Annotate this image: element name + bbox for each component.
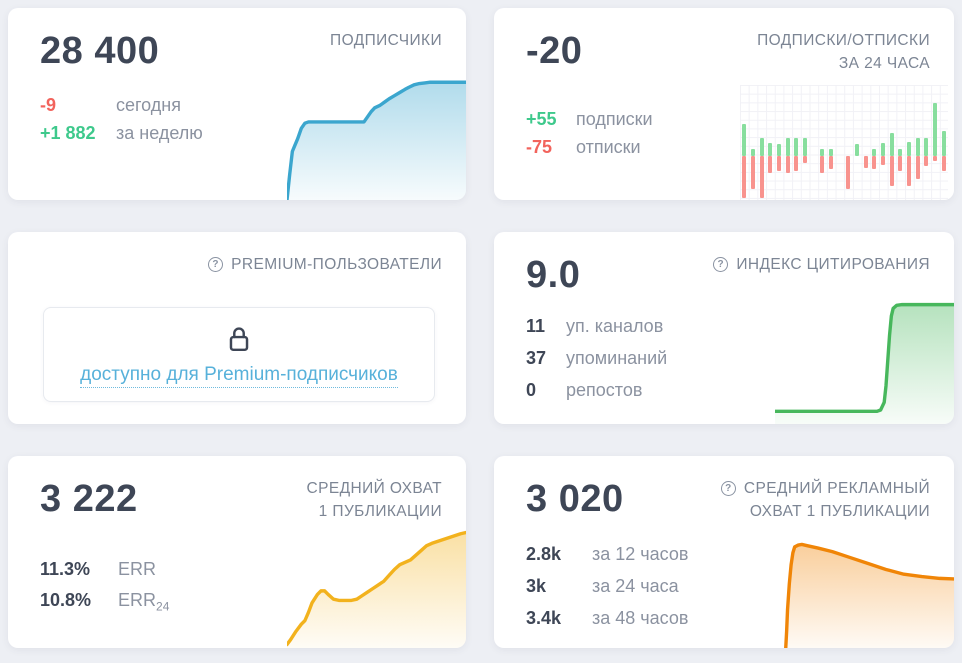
stat-row-err24: 10.8% ERR24	[40, 590, 169, 618]
citation-index-card: 9.0 ? ИНДЕКС ЦИТИРОВАНИЯ 11 уп. каналов …	[494, 232, 954, 424]
stat-label: за 12 часов	[592, 544, 689, 564]
title-line-2: 1 ПУБЛИКАЦИИ	[318, 503, 442, 520]
subs-unsubs-bar-chart	[740, 85, 948, 200]
stat-label: за 24 часа	[592, 576, 679, 596]
stat-label: упоминаний	[566, 348, 668, 368]
avg-ad-reach-sparkline-chart	[775, 529, 954, 648]
stat-value: 2.8k	[526, 544, 562, 564]
stat-value: +1 882	[40, 123, 96, 143]
stat-row-unsubs: -75 отписки	[526, 137, 653, 158]
stat-row-err: 11.3% ERR	[40, 559, 169, 580]
stat-label: за 48 часов	[592, 608, 689, 628]
citation-stats: 11 уп. каналов 37 упоминаний 0 репостов	[526, 316, 667, 401]
avg-reach-stats: 11.3% ERR 10.8% ERR24	[40, 559, 169, 618]
stat-value: 0	[526, 380, 537, 400]
avg-ad-reach-card: 3 020 ? СРЕДНИЙ РЕКЛАМНЫЙ ОХВАТ 1 ПУБЛИК…	[494, 456, 954, 648]
subs-unsubs-title: ПОДПИСКИ/ОТПИСКИ ЗА 24 ЧАСА	[757, 29, 930, 75]
stat-label-subscript: 24	[156, 599, 170, 614]
premium-subscription-link[interactable]: доступно для Premium-подписчиков	[80, 364, 398, 388]
stat-value: 11.3%	[40, 559, 91, 579]
premium-locked-box: доступно для Premium-подписчиков	[43, 307, 435, 402]
help-icon[interactable]: ?	[720, 481, 736, 496]
subscribers-sparkline-chart	[287, 72, 466, 200]
avg-ad-reach-stats: 2.8k за 12 часов 3k за 24 часа 3.4k за 4…	[526, 544, 688, 629]
premium-users-card: ? PREMIUM-ПОЛЬЗОВАТЕЛИ доступно для Prem…	[8, 232, 466, 424]
title-text: PREMIUM-ПОЛЬЗОВАТЕЛИ	[231, 256, 442, 273]
title-line-2: ОХВАТ 1 ПУБЛИКАЦИИ	[749, 503, 930, 520]
stat-value: 3k	[526, 576, 547, 596]
avg-ad-reach-value: 3 020	[526, 478, 624, 520]
premium-title: ? PREMIUM-ПОЛЬЗОВАТЕЛИ	[208, 253, 442, 276]
stat-row-12h: 2.8k за 12 часов	[526, 544, 688, 565]
lock-icon	[229, 327, 249, 352]
title-text: ИНДЕКС ЦИТИРОВАНИЯ	[736, 256, 930, 273]
subs-unsubs-stats: +55 подписки -75 отписки	[526, 109, 653, 158]
stat-value: +55	[526, 109, 557, 129]
stat-row-today: -9 сегодня	[40, 95, 203, 116]
citation-value: 9.0	[526, 254, 581, 296]
stat-row-mentions: 37 упоминаний	[526, 348, 667, 369]
avg-reach-title: СРЕДНИЙ ОХВАТ 1 ПУБЛИКАЦИИ	[307, 477, 442, 523]
stat-row-24h: 3k за 24 часа	[526, 576, 688, 597]
stat-label: репостов	[566, 380, 643, 400]
title-line-1: СРЕДНИЙ РЕКЛАМНЫЙ	[743, 480, 930, 497]
help-icon[interactable]: ?	[208, 257, 224, 272]
subscribers-stats: -9 сегодня +1 882 за неделю	[40, 95, 203, 144]
stat-row-48h: 3.4k за 48 часов	[526, 608, 688, 629]
avg-reach-value: 3 222	[40, 478, 138, 520]
citation-sparkline-chart	[775, 297, 954, 424]
avg-ad-reach-title: ? СРЕДНИЙ РЕКЛАМНЫЙ ОХВАТ 1 ПУБЛИКАЦИИ	[720, 477, 930, 523]
citation-title: ? ИНДЕКС ЦИТИРОВАНИЯ	[713, 253, 930, 276]
stat-row-subs: +55 подписки	[526, 109, 653, 130]
dashboard-grid: 28 400 ПОДПИСЧИКИ -9 сегодня +1 882 за н…	[8, 8, 954, 648]
stat-value: -9	[40, 95, 57, 115]
subscribers-title: ПОДПИСЧИКИ	[330, 32, 442, 49]
avg-reach-sparkline-chart	[287, 529, 466, 648]
stat-label: подписки	[576, 109, 653, 129]
stat-value: 11	[526, 316, 546, 336]
stat-label: ERR	[118, 559, 157, 579]
stat-value: 10.8%	[40, 590, 92, 610]
stat-label: за неделю	[116, 123, 203, 143]
subs-unsubs-value: -20	[526, 30, 583, 72]
title-line-1: СРЕДНИЙ ОХВАТ	[306, 480, 442, 497]
stat-label: сегодня	[116, 95, 181, 115]
stat-label: отписки	[576, 137, 641, 157]
stat-row-reposts: 0 репостов	[526, 380, 667, 401]
stat-row-channels: 11 уп. каналов	[526, 316, 667, 337]
subscribers-value: 28 400	[40, 30, 160, 72]
subs-unsubs-card: -20 ПОДПИСКИ/ОТПИСКИ ЗА 24 ЧАСА +55 подп…	[494, 8, 954, 200]
stat-row-week: +1 882 за неделю	[40, 123, 203, 144]
title-line-2: ЗА 24 ЧАСА	[838, 55, 930, 72]
stat-value: 37	[526, 348, 547, 368]
stat-value: 3.4k	[526, 608, 562, 628]
avg-reach-card: 3 222 СРЕДНИЙ ОХВАТ 1 ПУБЛИКАЦИИ 11.3% E…	[8, 456, 466, 648]
stat-label: уп. каналов	[566, 316, 664, 336]
subscribers-card: 28 400 ПОДПИСЧИКИ -9 сегодня +1 882 за н…	[8, 8, 466, 200]
title-line-1: ПОДПИСКИ/ОТПИСКИ	[757, 32, 930, 49]
help-icon[interactable]: ?	[713, 257, 729, 272]
stat-label: ERR24	[118, 590, 170, 614]
stat-value: -75	[526, 137, 553, 157]
